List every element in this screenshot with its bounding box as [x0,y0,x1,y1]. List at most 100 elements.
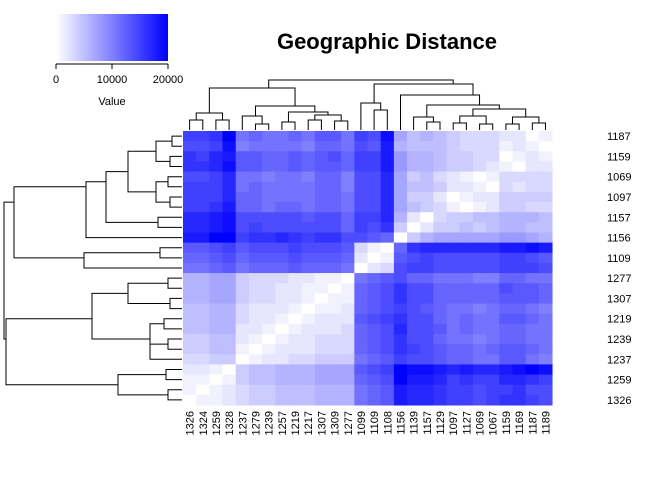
heatmap-cell [393,161,408,173]
heatmap-cell [486,212,500,223]
heatmap-cell [301,303,316,315]
heatmap-cell [209,313,224,325]
column-dendrogram-branch [215,119,230,130]
heatmap-cell [354,333,369,345]
heatmap-cell [288,374,303,386]
heatmap-cell [420,303,434,315]
column-label: 1279 [251,411,263,435]
heatmap-cell [222,232,237,244]
heatmap-cell [248,354,263,365]
heatmap-cell [301,191,316,203]
heatmap-cell [525,293,540,305]
heatmap-cell [367,242,382,254]
row-dendrogram-branch [13,186,86,259]
heatmap-cell [433,212,448,223]
heatmap-cell [420,333,434,345]
heatmap-cell [196,333,210,345]
heatmap-cell [209,344,224,355]
heatmap-cell [486,181,500,193]
heatmap-cell [499,171,513,183]
heatmap-cell [486,333,500,345]
heatmap-cell [446,161,461,173]
heatmap-cell [354,293,369,305]
heatmap-cell [459,323,474,335]
heatmap-cell [459,161,474,173]
heatmap-cell [222,374,237,386]
heatmap-cell [275,252,289,264]
heatmap-cell [314,232,329,244]
heatmap-cell [446,242,461,254]
legend-tick-label: 20000 [153,74,184,86]
heatmap-cell [248,151,263,162]
row-dendrogram-branch [163,318,182,330]
column-dendrogram-branch [241,115,263,130]
heatmap-cell [248,131,263,142]
heatmap-cell [288,242,303,254]
heatmap-cell [341,141,355,152]
heatmap-cell [499,273,513,284]
heatmap-cell [472,344,487,355]
heatmap-cell [183,191,197,203]
column-label: 1127 [461,411,473,435]
heatmap-cell [235,394,250,406]
heatmap-cell [538,222,553,233]
heatmap-cell [446,202,461,213]
heatmap-cell [183,333,197,345]
heatmap-cell [248,222,263,233]
heatmap-cell [525,273,540,284]
heatmap-cell [248,262,263,274]
heatmap-cell [327,283,342,294]
heatmap-cell [420,252,434,264]
heatmap-cell [512,141,527,152]
heatmap-cell [314,212,329,223]
column-label: 1219 [290,411,302,435]
column-dendrogram-branch [373,83,474,103]
heatmap-cell [341,313,355,325]
heatmap-cell [196,303,210,315]
heatmap-cell [222,303,237,315]
heatmap-cell [301,242,316,254]
heatmap-cell [209,212,224,223]
row-dendrogram-branch [167,389,182,401]
heatmap-cell [288,131,303,142]
heatmap-cell [446,181,461,193]
heatmap-cell [327,323,342,335]
heatmap-cell [209,141,224,152]
heatmap-cell [380,171,395,183]
heatmap-cell [512,344,527,355]
heatmap-cell [367,202,382,213]
heatmap-cell [275,364,289,376]
heatmap-cell [235,242,250,254]
heatmap-cell [209,384,224,396]
column-dendrogram [189,79,546,130]
heatmap-cell [262,303,276,315]
heatmap-cell [367,273,382,284]
heatmap-cell [222,151,237,162]
heatmap-cell [393,171,408,183]
heatmap-cell [499,222,513,233]
heatmap-cell [275,222,289,233]
row-dendrogram-branch [171,135,182,147]
heatmap-cell [512,313,527,325]
heatmap-cell [314,323,329,335]
heatmap-cell [327,222,342,233]
heatmap-cell [288,313,303,325]
row-label: 1157 [607,212,631,224]
heatmap-cell [183,262,197,274]
heatmap-cell [499,232,513,244]
heatmap-cell [354,212,369,223]
heatmap-cell [327,273,342,284]
heatmap-cell [393,252,408,264]
heatmap-cell [327,364,342,376]
heatmap-cell [262,242,276,254]
heatmap-cell [538,252,553,264]
heatmap-cell [486,273,500,284]
row-label: 1259 [607,375,631,387]
heatmap-cell [341,232,355,244]
heatmap-cell [183,181,197,193]
heatmap-cell [288,293,303,305]
heatmap-cell [499,191,513,203]
heatmap-cell [183,344,197,355]
heatmap-cell [222,313,237,325]
heatmap-cell [235,202,250,213]
